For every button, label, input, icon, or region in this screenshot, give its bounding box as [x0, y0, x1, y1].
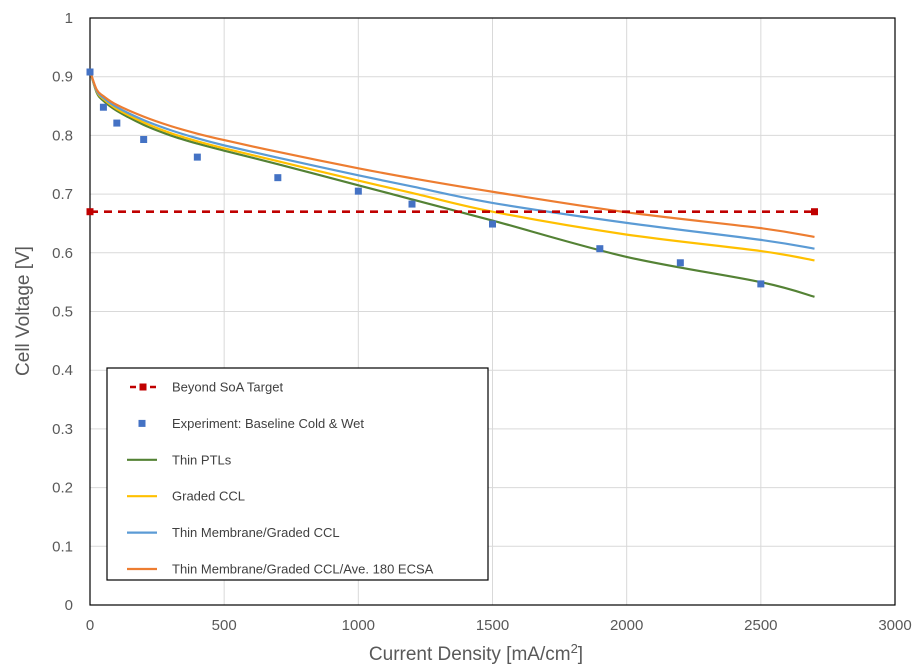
y-tick-label: 0.7: [52, 186, 73, 203]
legend-label: Beyond SoA Target: [172, 380, 283, 395]
legend-item: Thin PTLs: [127, 452, 232, 467]
plot-area-border: [89, 17, 896, 606]
data-point: [140, 136, 148, 144]
legend-item: Thin Membrane/Graded CCL: [127, 525, 340, 540]
legend-item: Beyond SoA Target: [130, 380, 283, 395]
x-axis-title-end: ]: [578, 644, 583, 665]
y-tick-label: 0.8: [52, 127, 73, 144]
x-tick-label: 2500: [744, 617, 777, 634]
x-tick-labels: 0 500 1000 1500 2000 2500 3000: [86, 617, 912, 634]
data-point: [274, 174, 282, 182]
y-tick-label: 0.9: [52, 69, 73, 86]
legend-item: Thin Membrane/Graded CCL/Ave. 180 ECSA: [127, 562, 434, 577]
x-tick-label: 2000: [610, 617, 643, 634]
x-tick-label: 0: [86, 617, 94, 634]
y-tick-label: 0.1: [52, 538, 73, 555]
legend-marker: [139, 383, 147, 391]
data-point: [408, 200, 416, 208]
legend-label: Experiment: Baseline Cold & Wet: [172, 416, 364, 431]
y-tick-label: 0.2: [52, 480, 73, 497]
y-tick-label: 0.3: [52, 421, 73, 438]
data-point: [99, 103, 107, 111]
legend-label: Graded CCL: [172, 489, 245, 504]
x-tick-label: 500: [212, 617, 237, 634]
legend-item: Graded CCL: [127, 489, 245, 504]
data-point: [354, 187, 362, 195]
series-line: [88, 70, 815, 262]
series-layer: [86, 68, 818, 298]
y-tick-label: 0.6: [52, 245, 73, 262]
data-point: [757, 280, 765, 288]
y-tick-label: 1: [65, 10, 73, 27]
x-tick-label: 1000: [342, 617, 375, 634]
target-marker: [86, 208, 94, 216]
legend-marker: [138, 419, 146, 427]
data-point: [596, 245, 604, 253]
data-point: [193, 153, 201, 161]
legend-label: Thin PTLs: [172, 452, 232, 467]
legend-box: [106, 367, 489, 581]
x-tick-label: 1500: [476, 617, 509, 634]
x-axis-title-main: Current Density [mA/cm: [369, 644, 571, 665]
data-point: [489, 220, 496, 228]
legend-item: Experiment: Baseline Cold & Wet: [138, 416, 364, 431]
data-point: [113, 119, 121, 127]
data-point: [676, 259, 684, 267]
x-tick-label: 3000: [878, 617, 911, 634]
data-point: [86, 68, 94, 76]
legend-label: Thin Membrane/Graded CCL/Ave. 180 ECSA: [172, 562, 434, 577]
legend: Beyond SoA Target Experiment: Baseline Co…: [106, 367, 489, 581]
legend-label: Thin Membrane/Graded CCL: [172, 525, 340, 540]
y-tick-label: 0: [65, 597, 73, 614]
target-marker: [811, 208, 818, 216]
y-tick-label: 0.4: [52, 362, 73, 379]
series-line: [88, 70, 815, 250]
y-axis-title: Cell Voltage [V]: [13, 246, 34, 376]
y-tick-labels: 0 0.1 0.2 0.3 0.4 0.5 0.6 0.7 0.8 0.9 1: [52, 10, 73, 614]
y-tick-label: 0.5: [52, 304, 73, 321]
x-axis-title-superscript: 2: [571, 641, 578, 656]
series-line: [88, 70, 815, 298]
x-axis-title: Current Density [mA/cm2]: [369, 641, 583, 665]
